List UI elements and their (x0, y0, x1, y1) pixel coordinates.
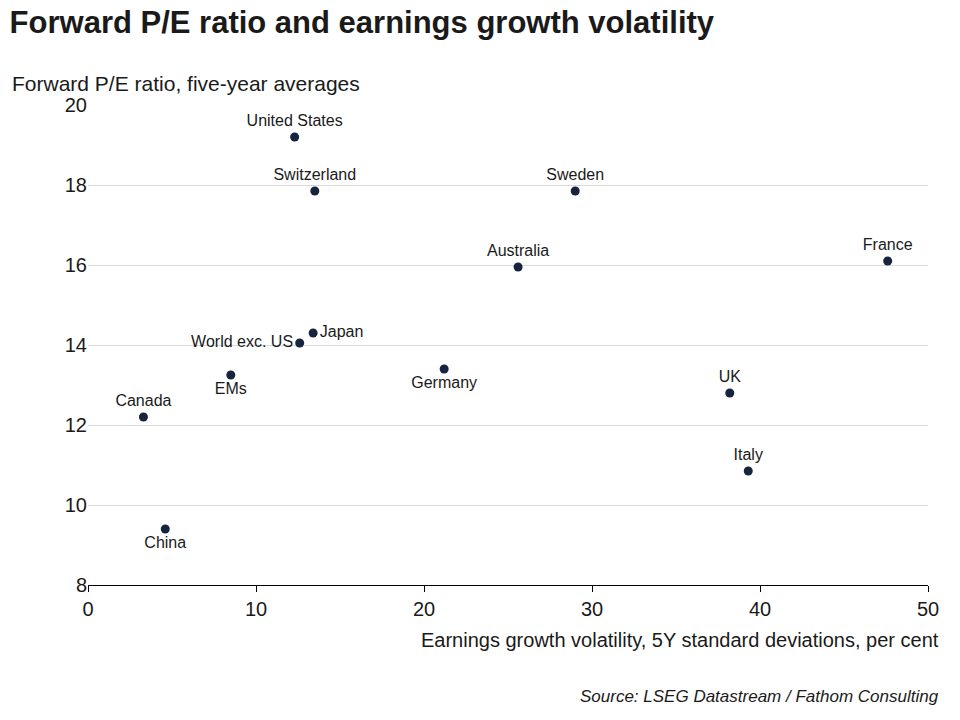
svg-text:18: 18 (65, 174, 87, 196)
svg-text:50: 50 (917, 598, 939, 620)
svg-text:France: France (863, 236, 913, 253)
svg-text:10: 10 (65, 494, 87, 516)
svg-text:40: 40 (749, 598, 771, 620)
svg-text:Japan: Japan (320, 323, 364, 340)
svg-text:30: 30 (581, 598, 603, 620)
svg-text:20: 20 (65, 94, 87, 116)
svg-text:UK: UK (719, 368, 742, 385)
svg-text:Source: LSEG Datastream / Fath: Source: LSEG Datastream / Fathom Consult… (580, 687, 939, 706)
svg-text:United States: United States (247, 112, 343, 129)
svg-text:14: 14 (65, 334, 87, 356)
svg-text:China: China (144, 534, 186, 551)
svg-text:Canada: Canada (115, 392, 171, 409)
svg-text:Australia: Australia (487, 242, 549, 259)
svg-text:Forward P/E ratio, five-year a: Forward P/E ratio, five-year averages (12, 72, 360, 95)
svg-text:Earnings growth volatility, 5Y: Earnings growth volatility, 5Y standard … (421, 629, 939, 651)
svg-text:Sweden: Sweden (546, 166, 604, 183)
svg-text:EMs: EMs (215, 380, 247, 397)
svg-text:12: 12 (65, 414, 87, 436)
svg-text:16: 16 (65, 254, 87, 276)
svg-text:8: 8 (76, 574, 87, 596)
svg-text:10: 10 (245, 598, 267, 620)
svg-text:Forward P/E ratio and earnings: Forward P/E ratio and earnings growth vo… (10, 5, 715, 40)
svg-text:Italy: Italy (734, 446, 763, 463)
svg-text:World exc. US: World exc. US (191, 333, 293, 350)
svg-text:Switzerland: Switzerland (273, 166, 356, 183)
svg-text:Germany: Germany (411, 374, 477, 391)
svg-text:0: 0 (82, 598, 93, 620)
svg-text:20: 20 (413, 598, 435, 620)
